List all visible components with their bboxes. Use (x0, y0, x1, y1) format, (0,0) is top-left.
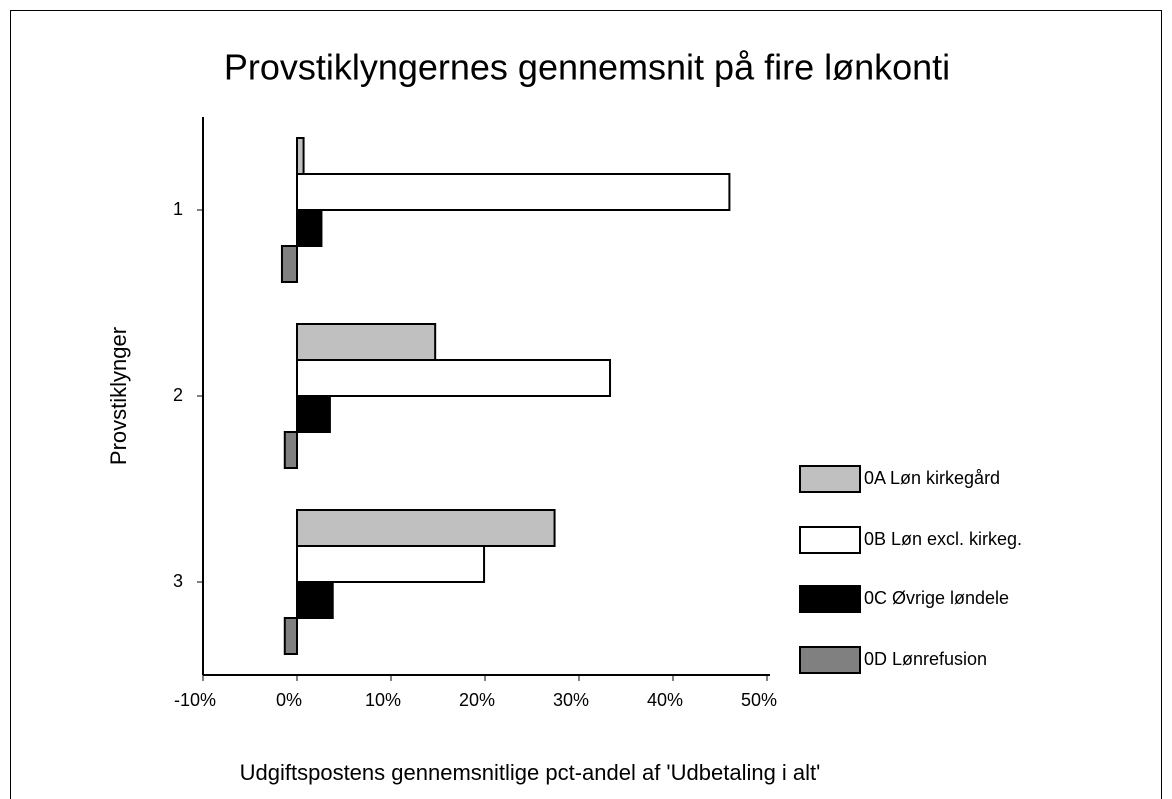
bar (283, 431, 298, 469)
bar (296, 581, 334, 619)
legend-swatch (799, 526, 861, 554)
x-tick-label: 50% (741, 690, 777, 710)
bar (280, 245, 298, 283)
bar (296, 545, 486, 583)
legend-label: 0C Øvrige løndele (864, 588, 1009, 608)
y-axis-label: Provstiklynger (106, 327, 131, 465)
legend-swatch (799, 465, 861, 493)
x-axis-label: Udgiftspostens gennemsnitlige pct-andel … (240, 760, 821, 785)
bar (296, 395, 331, 433)
bar (296, 359, 612, 397)
y-tick-label: 2 (173, 385, 183, 405)
bar (296, 137, 305, 175)
chart-title: Provstiklyngernes gennemsnit på fire løn… (224, 47, 950, 88)
y-tick-label: 3 (173, 571, 183, 591)
x-tick-label: 40% (647, 690, 683, 710)
chart-frame (10, 10, 1162, 799)
x-tick-label: -10% (174, 690, 216, 710)
legend-swatch (799, 585, 861, 613)
legend-label: 0B Løn excl. kirkeg. (864, 529, 1022, 549)
bar (296, 173, 731, 211)
legend-label: 0A Løn kirkegård (864, 468, 1000, 488)
x-tick-label: 30% (553, 690, 589, 710)
bar (283, 617, 298, 655)
y-tick-label: 1 (173, 199, 183, 219)
bar (296, 323, 437, 361)
legend-label: 0D Lønrefusion (864, 649, 987, 669)
x-tick-label: 10% (365, 690, 401, 710)
bar (296, 209, 323, 247)
legend-swatch (799, 646, 861, 674)
x-tick-label: 0% (276, 690, 302, 710)
x-tick-label: 20% (459, 690, 495, 710)
bar (296, 509, 556, 547)
